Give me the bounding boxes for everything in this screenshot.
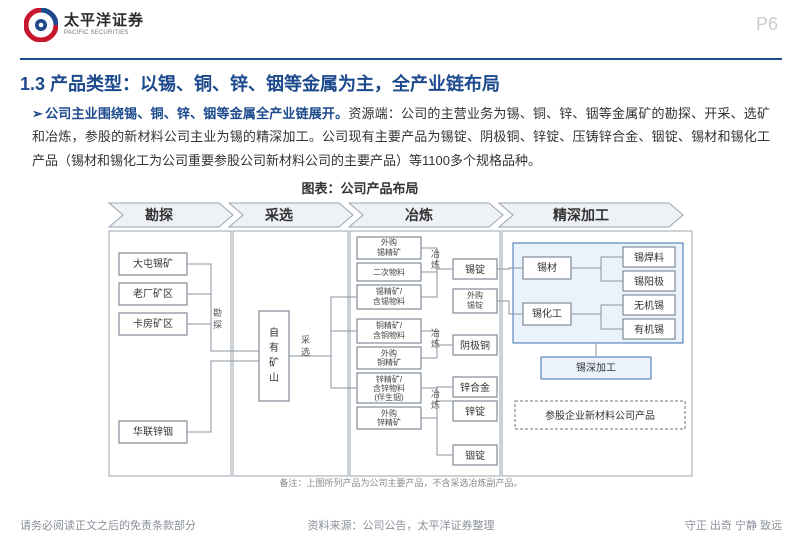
c3-4a: 外购 [381, 348, 397, 358]
deep-label: 锡深加工 [576, 361, 616, 374]
section-title: 1.3 产品类型：以锡、铜、锌、铟等金属为主，全产业链布局 [20, 70, 782, 96]
stage-1: 采选 [264, 207, 293, 223]
own-mine-l3: 矿 [269, 356, 279, 369]
c5l-0: 锡材 [537, 261, 557, 274]
stage-0: 勘探 [145, 207, 173, 223]
page-prefix: P [756, 14, 768, 34]
c5r-0: 锡焊料 [634, 251, 664, 264]
node-mine-1: 老厂矿区 [133, 287, 173, 300]
c3-0a: 外购 [381, 237, 397, 247]
c4-1: 阴极铜 [460, 339, 490, 352]
c3-6a: 外购 [381, 408, 397, 418]
brand-name-en: PACIFIC SECURITIES [64, 30, 144, 37]
edge-cx2: 选 [301, 346, 310, 357]
footer-source: 资料来源：公司公告，太平洋证券整理 [0, 517, 802, 533]
chart-title: 图表：公司产品布局 [100, 178, 620, 197]
extb-1: 外购 [467, 290, 483, 300]
own-mine-l2: 有 [269, 341, 279, 354]
body-paragraph: ➢公司主业围绕锡、铜、锌、铟等金属全产业链展开。资源端：公司的主营业务为锡、铜、… [32, 102, 770, 172]
c3-5b: 含锌物料 [373, 383, 405, 393]
c4-2: 锌合金 [460, 381, 490, 394]
edge-kt2: 探 [213, 319, 222, 330]
brand-logo: 太平洋证券 PACIFIC SECURITIES [24, 8, 778, 42]
own-mine-l4: 山 [269, 372, 279, 384]
stage-3: 精深加工 [553, 207, 609, 223]
page-number: P6 [756, 14, 778, 35]
extb-2: 锡锭 [467, 300, 483, 310]
c5r-3: 有机锡 [634, 323, 664, 336]
page-footer: 请务必阅读正文之后的免责条款部分 资料来源：公司公告，太平洋证券整理 守正 出奇… [0, 517, 802, 533]
c4-0: 锡锭 [465, 263, 485, 276]
c3-4b: 铜精矿 [377, 357, 401, 367]
header-rule [20, 58, 782, 60]
brand-logo-mark [24, 8, 58, 42]
edge-yl2a: 冶 [431, 327, 440, 338]
edge-yl3b: 炼 [431, 399, 440, 410]
page-no-value: 6 [768, 14, 778, 34]
c3-2b: 含锡物料 [373, 296, 405, 306]
node-mine-0: 大屯锡矿 [133, 257, 173, 270]
product-layout-diagram: 勘探 采选 冶炼 精深加工 大屯锡矿 老厂矿区 卡房矿区 华联锌铟 自 有 矿 … [101, 201, 701, 491]
chart-footnote: 备注：上图所列产品为公司主要产品，不含采选冶炼副产品。 [279, 477, 522, 488]
c3-5a: 锌精矿/ [376, 374, 403, 384]
edge-kt1: 勘 [213, 308, 222, 318]
body-lead: 公司主业围绕锡、铜、锌、铟等金属全产业链展开。 [45, 106, 348, 121]
c5l-1: 锡化工 [532, 307, 562, 320]
edge-yl3a: 冶 [431, 388, 440, 399]
c4-3: 锌锭 [465, 405, 485, 418]
node-mine-3: 华联锌铟 [133, 425, 173, 438]
c3-3a: 铜精矿/ [376, 320, 403, 330]
edge-yl1a: 冶 [431, 248, 440, 259]
c3-6b: 锌精矿 [377, 417, 401, 427]
dash-label: 参股企业新材料公司产品 [545, 409, 655, 422]
bullet-arrow-icon: ➢ [32, 106, 43, 121]
node-own-mine [259, 311, 289, 401]
c5r-1: 锡阳极 [634, 275, 664, 288]
c4-4: 铟锭 [465, 449, 485, 462]
brand-name-cn: 太平洋证券 [64, 13, 144, 30]
edge-yl2b: 炼 [431, 338, 440, 349]
c3-0b: 锡精矿 [377, 247, 401, 257]
c3-2a: 锡精矿/ [376, 286, 403, 296]
c5r-2: 无机锡 [634, 299, 664, 312]
c3-5c: (伴生铟) [374, 392, 404, 402]
stage-2: 冶炼 [405, 207, 433, 223]
c3-1: 二次物料 [373, 267, 405, 277]
own-mine-l1: 自 [269, 326, 279, 339]
node-mine-2: 卡房矿区 [133, 317, 173, 330]
stage-tabs: 勘探 采选 冶炼 精深加工 [109, 203, 683, 227]
col3-nodes: 外购锡精矿 二次物料 锡精矿/含锡物料 铜精矿/含铜物料 外购铜精矿 锌精矿/含… [357, 237, 421, 429]
edge-yl1b: 炼 [431, 259, 440, 270]
c3-3b: 含铜物料 [373, 330, 405, 340]
edge-cx1: 采 [301, 335, 310, 345]
